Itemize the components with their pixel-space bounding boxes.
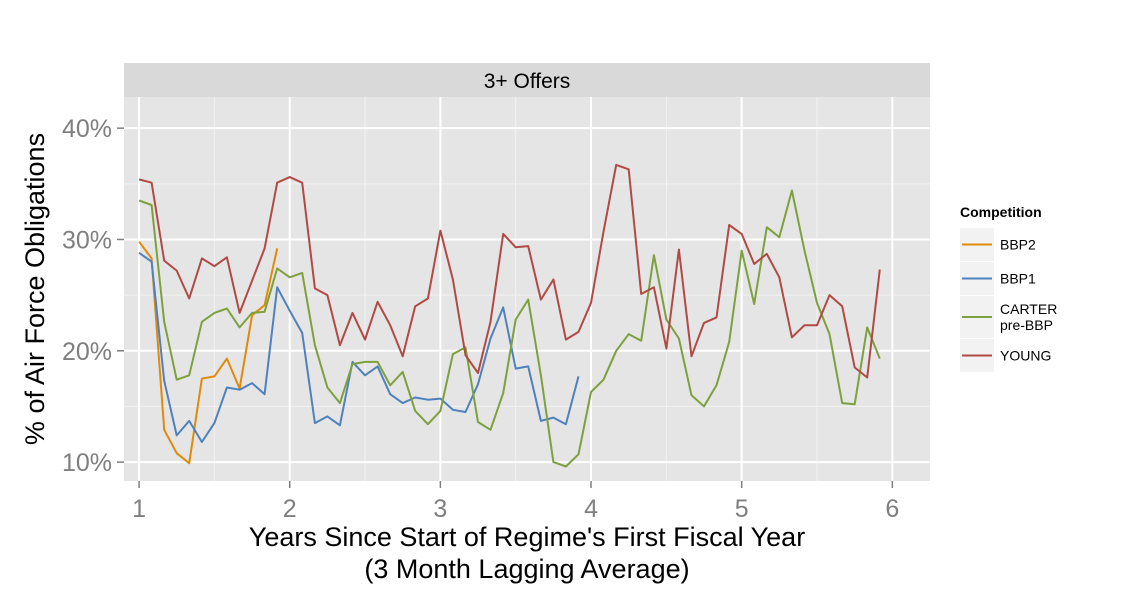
y-tick-label: 10% bbox=[62, 449, 112, 477]
legend-label: pre-BBP bbox=[1000, 317, 1053, 333]
legend-label: BBP2 bbox=[1000, 237, 1036, 253]
x-tick-label: 2 bbox=[283, 495, 297, 523]
facet-label: 3+ Offers bbox=[484, 70, 571, 93]
y-tick-label: 20% bbox=[62, 338, 112, 366]
x-tick-label: 5 bbox=[735, 495, 749, 523]
panel-background bbox=[124, 97, 930, 481]
series-line-carter-pre-bbp bbox=[138, 189, 881, 468]
series-line-young bbox=[138, 163, 881, 379]
axes: 10% 20% 30% 40% 1 2 3 4 5 6 bbox=[62, 115, 899, 523]
facet-strip-background bbox=[124, 63, 930, 97]
x-axis-title-line2: (3 Month Lagging Average) bbox=[364, 554, 689, 584]
x-axis-title-line1: Years Since Start of Regime's First Fisc… bbox=[249, 522, 805, 552]
x-tick-label: 3 bbox=[433, 495, 447, 523]
plot-area bbox=[124, 97, 930, 481]
y-axis-title: % of Air Force Obligations bbox=[20, 133, 50, 445]
legend-title: Competition bbox=[960, 204, 1042, 220]
facet-strip: 3+ Offers bbox=[124, 63, 930, 97]
legend-label: YOUNG bbox=[1000, 348, 1051, 364]
y-tick-label: 40% bbox=[62, 115, 112, 143]
y-tick-label: 30% bbox=[62, 226, 112, 254]
series-line-bbp1 bbox=[138, 251, 580, 443]
x-tick-label: 1 bbox=[132, 495, 146, 523]
legend-label: BBP1 bbox=[1000, 271, 1036, 287]
x-tick-label: 6 bbox=[885, 495, 899, 523]
legend-label: CARTER bbox=[1000, 301, 1057, 317]
x-tick-label: 4 bbox=[584, 495, 598, 523]
